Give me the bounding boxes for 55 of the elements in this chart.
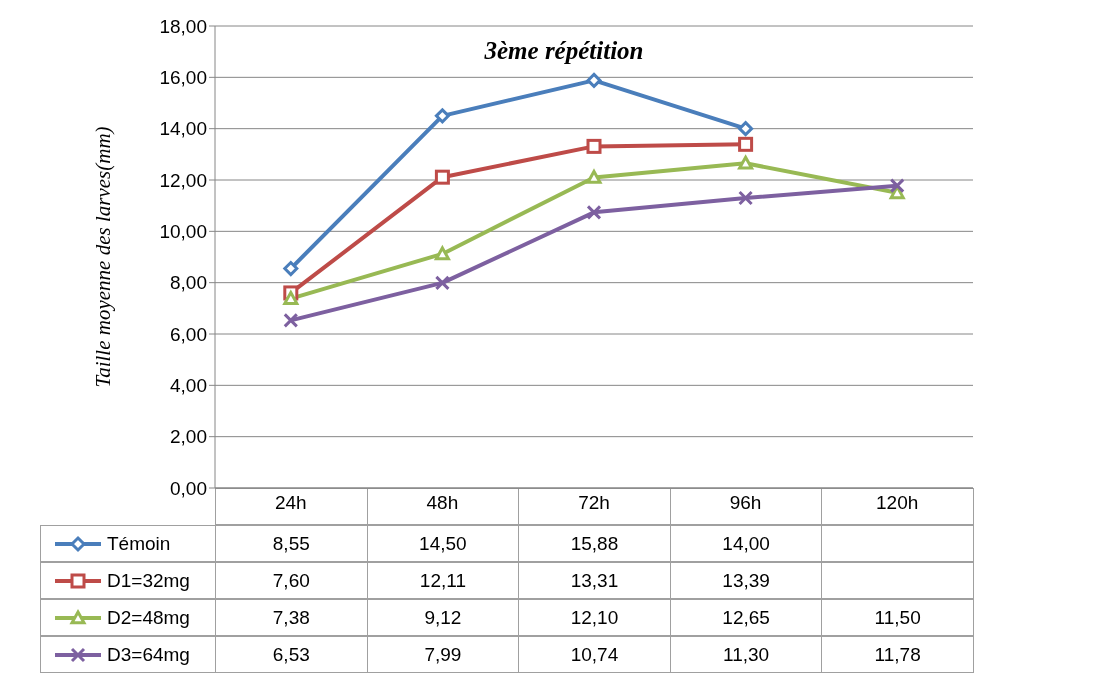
y-tick-label: 2,00: [170, 426, 207, 448]
x-tick-label: 24h: [274, 492, 307, 514]
point: [738, 136, 754, 152]
point: [586, 138, 602, 154]
point: [586, 72, 602, 88]
legend-label: D1=32mg: [107, 569, 190, 592]
point: [434, 169, 450, 185]
point: [738, 121, 754, 137]
data-label: 7,38: [215, 599, 368, 636]
point: [889, 178, 905, 194]
data-label: 14,00: [669, 525, 823, 562]
point: [586, 169, 602, 184]
point: [586, 204, 602, 220]
data-label: 7,60: [215, 562, 368, 599]
data-label: 10,74: [518, 636, 671, 673]
x-tick-label: 120h: [876, 492, 919, 514]
data-label: 7,99: [366, 636, 520, 673]
data-label: 11,78: [821, 636, 974, 673]
y-tick-label: 8,00: [170, 272, 207, 294]
data-label: 12,11: [366, 562, 520, 599]
point: [283, 312, 299, 328]
data-label: 12,65: [669, 599, 823, 636]
y-tick-label: 18,00: [159, 15, 207, 37]
x-tick-label: 96h: [729, 492, 762, 514]
data-label: 14,50: [366, 525, 520, 562]
legend-label: D2=48mg: [107, 606, 190, 629]
data-label: 11,50: [821, 599, 974, 636]
data-label: 15,88: [518, 525, 671, 562]
point: [434, 275, 450, 291]
y-tick-label: 14,00: [159, 118, 207, 140]
y-tick-label: 10,00: [159, 221, 207, 243]
chart-title: 3ème répétition: [483, 37, 644, 64]
data-label: 8,55: [215, 525, 368, 562]
x-tick-label: 72h: [578, 492, 610, 514]
data-label: 6,53: [215, 636, 368, 673]
legend-label: Témoin: [107, 532, 171, 555]
data-label: 11,30: [669, 636, 823, 673]
point: [434, 246, 450, 261]
y-axis-title: Taille moyenne des larves(mm): [91, 126, 116, 388]
point: [738, 155, 754, 170]
data-label: 9,12: [366, 599, 520, 636]
x-tick-label: 48h: [426, 492, 459, 514]
point: [434, 108, 450, 124]
point: [283, 291, 299, 305]
y-tick-label: 12,00: [159, 169, 207, 191]
data-label: 12,10: [518, 599, 671, 636]
data-label: 13,31: [518, 562, 671, 599]
point: [738, 190, 754, 206]
y-tick-label: 0,00: [170, 477, 207, 499]
y-tick-label: 6,00: [170, 323, 207, 345]
y-tick-label: 16,00: [159, 67, 207, 89]
data-label: 13,39: [669, 562, 823, 599]
legend-label: D3=64mg: [107, 643, 190, 666]
y-tick-label: 4,00: [170, 375, 207, 397]
point: [283, 261, 299, 277]
